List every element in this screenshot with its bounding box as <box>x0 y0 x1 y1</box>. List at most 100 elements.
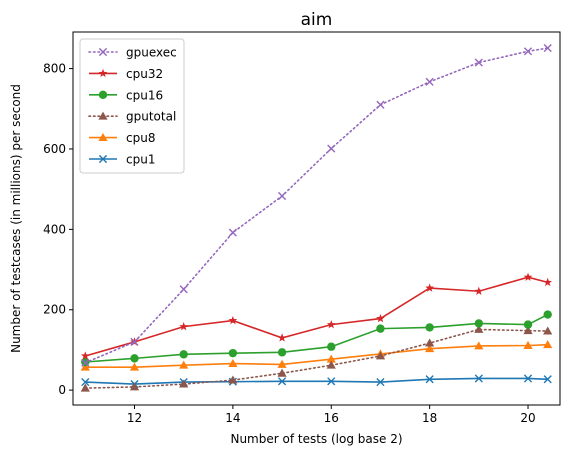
data-point-gputotal <box>326 360 336 369</box>
plot-frame <box>72 31 561 406</box>
data-point-gpuexec <box>543 43 552 53</box>
data-point-cpu1 <box>327 377 336 386</box>
plot-series <box>80 43 553 392</box>
legend-marker <box>98 154 108 164</box>
series-gputotal <box>80 324 553 392</box>
legend-marker <box>98 68 108 78</box>
legend-item-cpu32: cpu32 <box>89 67 163 81</box>
data-point-cpu8 <box>129 362 140 371</box>
series-gpuexec <box>81 43 552 367</box>
data-point-gputotal <box>80 383 90 392</box>
y-tick-label: 400 <box>43 222 66 236</box>
data-point-gpuexec <box>327 144 336 153</box>
x-tick-label: 14 <box>225 411 240 425</box>
legend-label: cpu32 <box>126 67 163 81</box>
x-tick-label: 16 <box>324 411 339 425</box>
y-tick-label: 200 <box>43 303 66 317</box>
legend-item-gpuexec: gpuexec <box>88 46 177 60</box>
data-point-gpuexec <box>228 228 237 237</box>
data-point-cpu1 <box>81 377 90 387</box>
data-point-gpuexec <box>523 47 533 56</box>
data-point-cpu8 <box>543 340 553 349</box>
data-point-gputotal <box>277 368 287 377</box>
data-point-gputotal <box>375 351 386 360</box>
y-axis-ticks: 0 200 400 600 800 <box>43 62 73 397</box>
data-point-cpu8 <box>474 341 484 350</box>
data-point-gpuexec <box>425 77 434 86</box>
data-point-cpu32 <box>474 286 484 295</box>
data-point-gputotal <box>228 375 238 384</box>
data-point-cpu1 <box>277 377 287 386</box>
series-cpu16 <box>81 310 552 367</box>
data-point-cpu16 <box>277 348 287 357</box>
x-axis-label: Number of tests (log base 2) <box>230 432 402 446</box>
data-point-cpu16 <box>376 324 385 333</box>
y-axis-label: Number of testcases (in millions) per se… <box>9 84 23 353</box>
data-point-gpuexec <box>81 358 90 367</box>
data-point-gpuexec <box>474 58 483 67</box>
data-point-cpu32 <box>228 315 238 325</box>
data-point-cpu16 <box>228 348 238 358</box>
y-tick-label: 0 <box>58 383 66 397</box>
data-point-cpu8 <box>523 340 533 349</box>
data-point-gputotal <box>523 326 533 335</box>
data-point-cpu32 <box>425 283 435 292</box>
legend-item-cpu16: cpu16 <box>89 88 163 102</box>
legend-marker <box>98 133 108 142</box>
data-point-cpu1 <box>523 374 533 383</box>
data-point-cpu1 <box>543 375 552 384</box>
data-point-gputotal <box>543 326 553 335</box>
x-tick-label: 20 <box>520 411 535 425</box>
legend-marker <box>98 90 108 100</box>
legend-label: gpuexec <box>126 46 177 60</box>
data-point-cpu32 <box>543 277 553 287</box>
x-tick-label: 12 <box>127 411 142 425</box>
data-point-cpu32 <box>523 272 533 281</box>
data-point-cpu16 <box>130 354 139 363</box>
data-point-cpu1 <box>474 374 483 383</box>
data-point-cpu32 <box>179 322 189 331</box>
legend-label: cpu1 <box>126 153 155 167</box>
data-point-gpuexec <box>277 191 287 201</box>
data-point-cpu16 <box>179 350 188 359</box>
y-tick-label: 600 <box>43 142 66 156</box>
data-point-cpu32 <box>277 333 287 342</box>
data-point-cpu1 <box>376 377 385 387</box>
data-point-gputotal <box>179 379 189 388</box>
data-point-cpu8 <box>179 360 189 369</box>
data-point-cpu16 <box>474 319 484 328</box>
data-point-cpu32 <box>80 351 90 360</box>
data-point-cpu32 <box>326 320 336 329</box>
legend-item-cpu1: cpu1 <box>89 153 155 167</box>
chart-title: aim <box>301 10 333 30</box>
data-point-cpu8 <box>228 359 238 368</box>
data-point-cpu1 <box>425 375 434 384</box>
legend-label: cpu16 <box>126 88 163 102</box>
legend-label: cpu8 <box>126 131 155 145</box>
x-tick-label: 18 <box>422 411 437 425</box>
legend-label: gputotal <box>126 110 176 124</box>
data-point-gpuexec <box>130 337 139 346</box>
legend: gpuexec cpu32 cpu16 gputotal cpu8 cpu1 <box>79 38 185 174</box>
data-point-cpu32 <box>376 313 385 323</box>
data-point-cpu8 <box>277 359 287 368</box>
data-point-cpu8 <box>326 354 336 363</box>
legend-item-gputotal: gputotal <box>88 110 176 124</box>
data-point-cpu16 <box>327 342 336 351</box>
y-tick-label: 800 <box>43 62 66 76</box>
legend-marker <box>98 47 108 57</box>
data-point-gputotal <box>474 324 484 333</box>
x-axis-ticks: 12 14 16 18 20 <box>127 405 536 425</box>
data-point-cpu16 <box>523 320 533 329</box>
data-point-cpu8 <box>425 344 435 353</box>
series-cpu32 <box>80 272 553 360</box>
legend-item-cpu8: cpu8 <box>89 131 155 145</box>
data-point-cpu16 <box>543 310 552 319</box>
legend-marker <box>98 111 108 120</box>
data-point-gpuexec <box>179 285 188 294</box>
data-point-cpu8 <box>80 362 90 371</box>
data-point-gpuexec <box>376 100 385 109</box>
data-point-gputotal <box>129 382 140 391</box>
data-point-gputotal <box>425 338 435 347</box>
